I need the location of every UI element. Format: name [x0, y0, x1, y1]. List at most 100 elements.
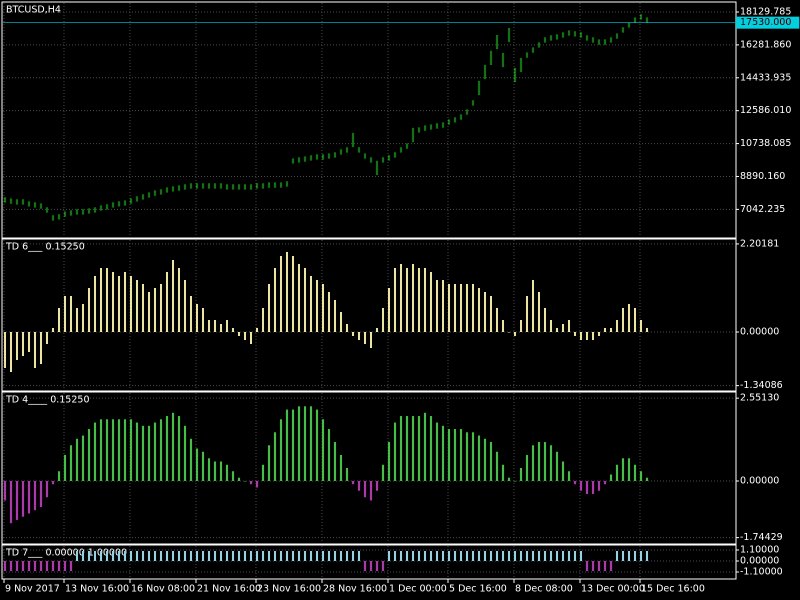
bar: [262, 308, 264, 332]
bar: [22, 480, 24, 517]
bar: [202, 551, 204, 561]
bar: [562, 324, 564, 332]
bar: [640, 471, 642, 481]
bar: [616, 551, 618, 561]
bar: [238, 332, 240, 336]
bar: [370, 332, 372, 348]
panel-title: TD 7___ 0.00000 1.00000: [5, 548, 127, 559]
bar: [424, 268, 426, 332]
x-tick-label: 8 Dec 08:00: [515, 584, 573, 595]
bar: [166, 272, 168, 332]
bar: [502, 320, 504, 332]
bar: [436, 422, 438, 481]
bar: [118, 419, 120, 481]
bar: [514, 551, 516, 561]
bar: [16, 332, 18, 360]
bar: [334, 300, 336, 332]
bar: [148, 551, 150, 561]
bar: [52, 561, 54, 571]
bar: [76, 551, 78, 561]
panel-title: TD 6___ 0.15250: [5, 242, 85, 253]
bar: [142, 425, 144, 481]
bar: [82, 304, 84, 332]
bar: [394, 268, 396, 332]
bar: [610, 474, 612, 481]
bar: [154, 422, 156, 481]
bar: [388, 288, 390, 332]
bar: [502, 464, 504, 481]
bar: [28, 332, 30, 352]
bar: [214, 551, 216, 561]
bar: [100, 551, 102, 561]
bar: [76, 438, 78, 481]
bar: [154, 551, 156, 561]
bar: [328, 429, 330, 481]
bar: [352, 551, 354, 561]
x-tick-label: 13 Nov 16:00: [65, 584, 129, 595]
bar: [268, 445, 270, 481]
bar: [196, 304, 198, 332]
bar: [568, 471, 570, 481]
bar: [22, 561, 24, 571]
bar: [478, 551, 480, 561]
bar: [436, 280, 438, 332]
bar: [346, 551, 348, 561]
panel-title: BTCUSD,H4: [6, 5, 61, 16]
bar: [148, 292, 150, 332]
bar: [634, 464, 636, 481]
bar: [562, 461, 564, 481]
x-tick-label: 23 Nov 16:00: [257, 584, 321, 595]
bar: [256, 480, 258, 488]
bar: [448, 429, 450, 481]
bar: [352, 332, 354, 336]
bar: [616, 464, 618, 481]
bar: [232, 471, 234, 481]
bar: [214, 320, 216, 332]
bar: [190, 438, 192, 481]
bar: [580, 480, 582, 491]
bar: [220, 551, 222, 561]
bar: [496, 551, 498, 561]
bar: [58, 471, 60, 481]
bar: [292, 409, 294, 481]
x-tick-label: 5 Dec 16:00: [449, 584, 507, 595]
bar: [382, 308, 384, 332]
bar: [58, 561, 60, 571]
y-tick-label: 0.00000: [740, 475, 779, 486]
bar: [628, 551, 630, 561]
bar: [268, 284, 270, 332]
bar: [166, 416, 168, 481]
bar: [70, 445, 72, 481]
bar: [232, 551, 234, 561]
bar: [298, 551, 300, 561]
bar: [454, 551, 456, 561]
bar: [394, 422, 396, 481]
bar: [40, 332, 42, 364]
bar: [94, 422, 96, 481]
bar: [184, 551, 186, 561]
bar: [418, 268, 420, 332]
bar: [490, 296, 492, 332]
bar: [646, 551, 648, 561]
bar: [82, 551, 84, 561]
bar: [352, 480, 354, 485]
x-tick-label: 28 Nov 16:00: [323, 584, 387, 595]
bar: [544, 308, 546, 332]
y-tick-label: 12586.010: [740, 105, 791, 116]
bar: [490, 442, 492, 481]
bar: [160, 419, 162, 481]
bar: [496, 451, 498, 481]
bar: [574, 551, 576, 561]
bar: [460, 551, 462, 561]
bar: [88, 551, 90, 561]
bar: [406, 551, 408, 561]
bar: [568, 551, 570, 561]
bar: [310, 406, 312, 481]
bar: [556, 551, 558, 561]
bar: [574, 480, 576, 485]
bar: [172, 260, 174, 332]
bar: [124, 272, 126, 332]
bar: [304, 268, 306, 332]
bar: [382, 464, 384, 481]
bar: [112, 272, 114, 332]
